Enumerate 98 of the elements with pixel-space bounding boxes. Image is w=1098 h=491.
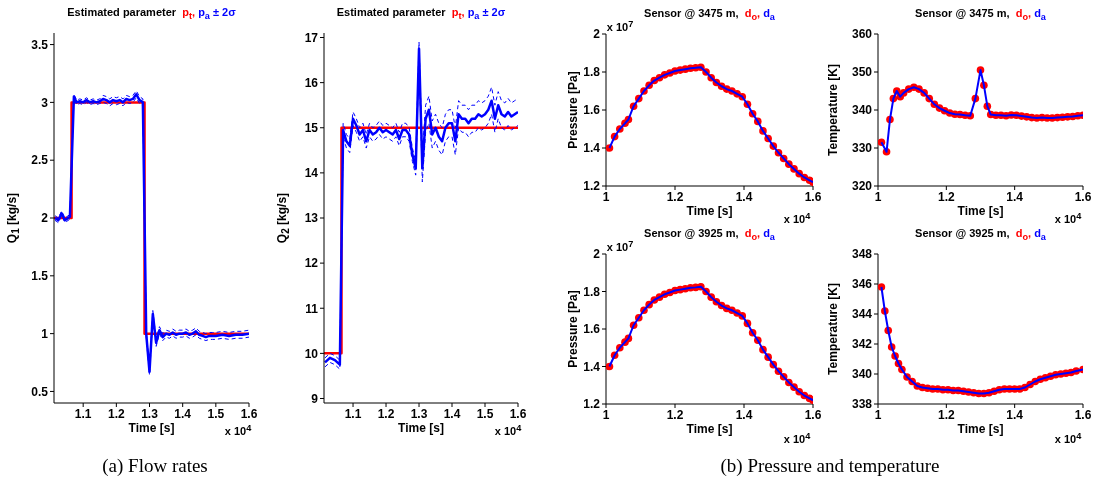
text: x 10$^{4}$	[494, 422, 522, 438]
y-tick-label: 12	[304, 256, 319, 271]
y-tick-label: 330	[851, 141, 873, 156]
text: x 10$^{4}$	[224, 422, 252, 438]
y-tick-label: 0.5	[31, 384, 49, 399]
x-tick-label: 1.4	[1006, 189, 1024, 204]
y-tick-label: 1	[41, 326, 49, 341]
y-tick-label: 9	[311, 391, 319, 406]
x-tick-label: 1.6	[1074, 189, 1092, 204]
y-tick-label: 320	[851, 179, 873, 194]
chart-title: Estimated parameter	[336, 6, 446, 18]
y-tick-label: 2	[593, 27, 601, 42]
text: d$_{a}$	[1034, 227, 1046, 243]
text: x 10$^{4}$	[783, 430, 811, 446]
text: d$_{o}$,	[1015, 7, 1032, 23]
text: (b) Pressure and temperature	[720, 455, 940, 477]
x-tick-label: 1.2	[937, 189, 955, 204]
x-axis-title: Time [s]	[686, 204, 733, 218]
x-tick-label: 1.6	[240, 406, 258, 421]
x-tick-label: 1.2	[937, 407, 955, 422]
text: x 10$^{4}$	[1054, 430, 1082, 446]
chart-title: Sensor @ 3925 m,	[644, 227, 739, 239]
y-tick-label: 1.2	[583, 179, 601, 194]
text: d$_{a}$	[1034, 7, 1046, 23]
y-tick-label: 2.5	[31, 153, 49, 168]
y-tick-label: 1.5	[31, 269, 49, 284]
y-tick-label: 3	[41, 95, 49, 110]
x-axis-title: Time [s]	[686, 422, 733, 436]
y-axis-title: Pressure [Pa]	[566, 71, 580, 149]
y-tick-label: 348	[851, 247, 873, 262]
text: x 10$^{4}$	[783, 210, 811, 226]
y-tick-label: 10	[304, 346, 319, 361]
text: d$_{o}$,	[1015, 227, 1032, 243]
chart-title: Estimated parameter	[67, 6, 177, 18]
x-tick-label: 1.2	[377, 406, 395, 421]
x-axis-title: Time [s]	[398, 421, 444, 435]
y-tick-label: 1.6	[583, 322, 601, 337]
text: p$_{a}$ ± 2σ	[198, 6, 236, 22]
text: d$_{a}$	[763, 227, 775, 243]
chart-title: Sensor @ 3925 m,	[915, 227, 1010, 239]
y-tick-label: 1.4	[583, 141, 601, 156]
text: d$_{o}$,	[744, 7, 761, 23]
text: x 10$^{7}$	[606, 18, 634, 34]
y-tick-label: 1.6	[583, 103, 601, 118]
x-tick-label: 1.5	[207, 406, 225, 421]
x-tick-label: 1.1	[344, 406, 362, 421]
y-axis-title: Pressure [Pa]	[566, 290, 580, 368]
y-tick-label: 344	[851, 307, 873, 322]
x-tick-label: 1.6	[804, 407, 822, 422]
x-tick-label: 1.4	[443, 406, 461, 421]
x-tick-label: 1.6	[1074, 407, 1092, 422]
y-tick-label: 2	[593, 247, 601, 262]
y-tick-label: 15	[304, 121, 319, 136]
x-tick-label: 1.4	[174, 406, 192, 421]
text: p$_{a}$ ± 2σ	[467, 6, 506, 22]
y-tick-label: 346	[851, 277, 873, 292]
y-tick-label: 350	[851, 65, 873, 80]
x-tick-label: 1.4	[735, 189, 753, 204]
text: p$_{t}$,	[182, 6, 196, 22]
text: (a) Flow rates	[102, 455, 208, 477]
x-tick-label: 1.4	[1006, 407, 1024, 422]
x-tick-label: 1.6	[509, 406, 527, 421]
y-tick-label: 342	[851, 337, 873, 352]
x-tick-label: 1.5	[476, 406, 494, 421]
y-axis-title: Temperature [K]	[826, 283, 840, 375]
y-tick-label: 340	[851, 103, 873, 118]
x-tick-label: 1.1	[74, 406, 92, 421]
x-tick-label: 1.2	[666, 189, 684, 204]
x-tick-label: 1.3	[141, 406, 159, 421]
y-tick-label: 1.8	[583, 284, 601, 299]
y-tick-label: 360	[851, 27, 873, 42]
y-tick-label: 11	[305, 301, 319, 316]
text: d$_{a}$	[763, 7, 775, 23]
y-tick-label: 14	[304, 166, 319, 181]
text: d$_{o}$,	[744, 227, 761, 243]
x-tick-label: 1.3	[410, 406, 428, 421]
y-tick-label: 3.5	[31, 37, 49, 52]
y-tick-label: 338	[851, 397, 873, 412]
y-tick-label: 1.8	[583, 65, 601, 80]
y-tick-label: 1.4	[583, 359, 601, 374]
text: x 10$^{4}$	[1054, 210, 1082, 226]
y-tick-label: 340	[851, 367, 873, 382]
x-tick-label: 1.6	[804, 189, 822, 204]
chart-title: Sensor @ 3475 m,	[915, 7, 1010, 19]
y-tick-label: 17	[304, 30, 319, 45]
text: p$_{t}$,	[451, 6, 465, 22]
y-tick-label: 16	[304, 75, 319, 90]
x-tick-label: 1.2	[108, 406, 126, 421]
y-tick-label: 2	[41, 211, 49, 226]
y-tick-label: 13	[304, 211, 319, 226]
x-tick-label: 1.2	[666, 407, 684, 422]
x-axis-title: Time [s]	[957, 422, 1004, 436]
chart-title: Sensor @ 3475 m,	[644, 7, 739, 19]
x-tick-label: 1.4	[735, 407, 753, 422]
x-axis-title: Time [s]	[128, 421, 175, 435]
y-axis-title: Temperature [K]	[826, 64, 840, 156]
text: x 10$^{7}$	[606, 238, 634, 254]
x-axis-title: Time [s]	[957, 204, 1004, 218]
